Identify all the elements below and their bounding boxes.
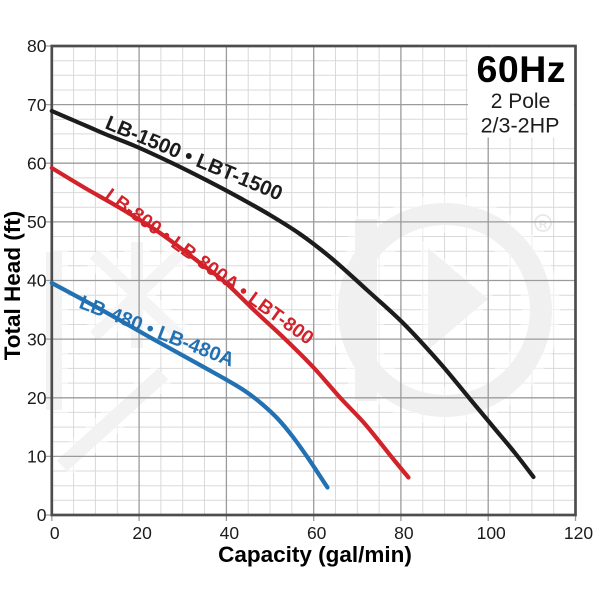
svg-text:60Hz: 60Hz <box>477 48 567 90</box>
svg-text:40: 40 <box>27 271 47 291</box>
svg-text:60: 60 <box>307 523 327 543</box>
svg-text:2 Pole: 2 Pole <box>491 90 551 113</box>
svg-text:10: 10 <box>27 447 47 467</box>
svg-text:0: 0 <box>37 505 47 525</box>
svg-text:Capacity (gal/min): Capacity (gal/min) <box>218 542 412 567</box>
svg-text:80: 80 <box>27 36 47 56</box>
svg-text:30: 30 <box>27 329 47 349</box>
svg-text:120: 120 <box>564 523 593 543</box>
svg-text:20: 20 <box>27 388 47 408</box>
svg-text:70: 70 <box>27 95 47 115</box>
svg-text:60: 60 <box>27 153 47 173</box>
svg-text:40: 40 <box>220 523 240 543</box>
svg-text:Total Head (ft): Total Head (ft) <box>0 211 25 361</box>
svg-text:20: 20 <box>132 523 152 543</box>
svg-text:50: 50 <box>27 212 47 232</box>
svg-text:80: 80 <box>394 523 414 543</box>
svg-text:2/3-2HP: 2/3-2HP <box>481 114 560 138</box>
svg-text:R: R <box>539 219 547 231</box>
svg-text:0: 0 <box>50 523 60 543</box>
svg-text:100: 100 <box>477 523 506 543</box>
